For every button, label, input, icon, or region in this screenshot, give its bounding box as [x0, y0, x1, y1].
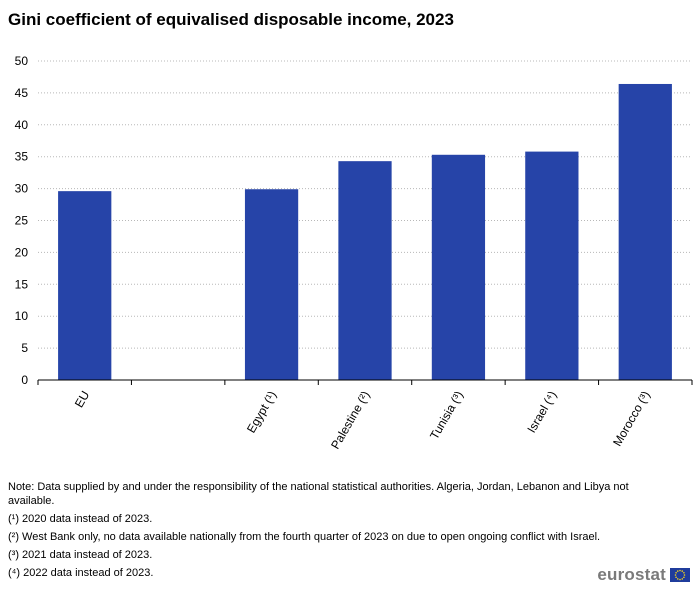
bar [244, 189, 299, 380]
eu-flag-icon [670, 568, 690, 582]
footnote-2: (²) West Bank only, no data available na… [8, 531, 601, 543]
x-tick-label: Tunisia (³) [427, 388, 466, 441]
bar [618, 83, 672, 380]
x-tick-label: Egypt (¹) [244, 389, 279, 436]
y-tick-label: 0 [21, 373, 28, 387]
eurostat-logo-text: eurostat [597, 565, 666, 584]
y-axis: 0 5 10 15 20 25 30 35 40 45 50 [15, 54, 29, 387]
y-tick-label: 35 [15, 150, 29, 164]
bar [338, 161, 392, 380]
footnote-4: (⁴) 2022 data instead of 2023. [8, 567, 154, 579]
y-tick-label: 25 [15, 214, 29, 228]
bars [58, 83, 672, 380]
y-tick-label: 15 [15, 277, 29, 291]
footnote-general: Note: Data supplied by and under the res… [8, 481, 629, 507]
y-tick-label: 5 [21, 341, 28, 355]
footnotes: Note: Data supplied by and under the res… [8, 480, 668, 584]
footnote-1: (¹) 2020 data instead of 2023. [8, 513, 153, 525]
x-tick-label: EU [72, 389, 92, 410]
x-tick-label: Morocco (³) [610, 389, 653, 449]
x-axis: EU Egypt (¹) Palestine (²) Tunisia (³) Israe… [37, 379, 693, 452]
chart-title: Gini coefficient of equivalised disposab… [8, 10, 454, 29]
x-tick-label: Israel (⁴) [524, 388, 559, 435]
bar-chart: 0 5 10 15 20 25 30 35 40 45 50 EU Egypt (¹) Palestin… [15, 54, 693, 452]
y-tick-label: 50 [15, 54, 29, 68]
bar [525, 151, 579, 380]
bar [431, 154, 486, 380]
eurostat-logo: eurostat [597, 565, 690, 585]
bar [58, 191, 112, 380]
footnote-3: (³) 2021 data instead of 2023. [8, 549, 153, 561]
y-tick-label: 20 [15, 245, 29, 259]
x-tick-label: Palestine (²) [328, 388, 372, 451]
y-tick-label: 10 [15, 309, 29, 323]
y-tick-label: 30 [15, 182, 29, 196]
y-tick-label: 40 [15, 118, 29, 132]
y-tick-label: 45 [15, 86, 29, 100]
